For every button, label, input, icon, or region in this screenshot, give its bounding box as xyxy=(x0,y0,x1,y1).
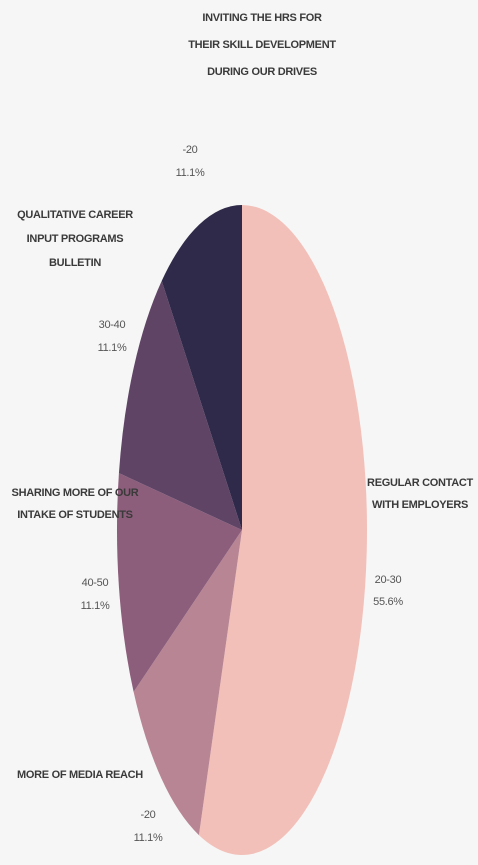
slice-range: 40-50 xyxy=(82,577,109,589)
slice-label: BULLETIN xyxy=(49,257,101,269)
slice-label: MORE OF MEDIA REACH xyxy=(17,769,143,781)
slice-label: THEIR SKILL DEVELOPMENT xyxy=(188,39,336,51)
slice-range: -20 xyxy=(183,144,198,156)
slice-label: REGULAR CONTACT xyxy=(367,477,473,489)
slice-range: -20 xyxy=(141,809,156,821)
slice-percent: 11.1% xyxy=(98,342,127,354)
pie-slice xyxy=(198,205,368,855)
slice-percent: 11.1% xyxy=(81,600,110,612)
pie-slice xyxy=(133,530,242,836)
pie-slice xyxy=(116,473,242,692)
slice-percent: 11.1% xyxy=(134,832,163,844)
slice-range: 30-40 xyxy=(99,319,126,331)
slice-percent: 11.1% xyxy=(176,167,205,179)
slice-label: INPUT PROGRAMS xyxy=(27,233,124,245)
slice-range: 20-30 xyxy=(375,574,402,586)
pie-slice xyxy=(161,205,242,530)
slice-label: QUALITATIVE CAREER xyxy=(17,209,133,221)
slice-label: SHARING MORE OF OUR xyxy=(12,487,139,499)
slice-label: INVITING THE HRS FOR xyxy=(202,12,322,24)
slice-label: DURING OUR DRIVES xyxy=(207,66,317,78)
slice-label: WITH EMPLOYERS xyxy=(372,499,468,511)
slice-percent: 55.6% xyxy=(373,596,403,608)
pie-slice xyxy=(118,280,242,530)
slice-label: INTAKE OF STUDENTS xyxy=(17,509,132,521)
